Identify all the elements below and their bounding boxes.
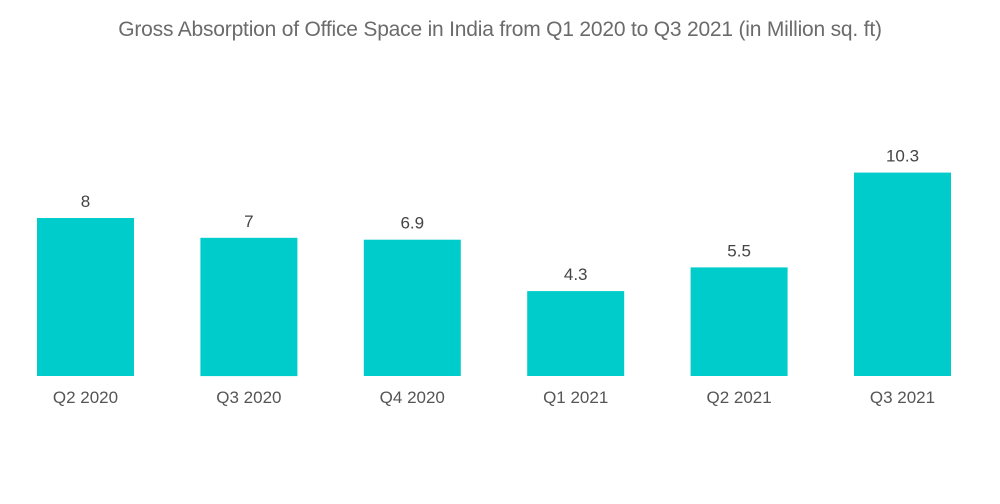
category-label: Q3 2020 bbox=[216, 388, 281, 407]
category-label: Q3 2021 bbox=[870, 388, 935, 407]
bar-q2-2021 bbox=[690, 267, 788, 376]
bar-q4-2020 bbox=[363, 239, 461, 376]
bars-group bbox=[37, 172, 951, 377]
bar-q2-2020 bbox=[37, 218, 134, 376]
chart-title: Gross Absorption of Office Space in Indi… bbox=[118, 18, 882, 41]
category-label: Q2 2020 bbox=[53, 388, 118, 407]
value-label: 10.3 bbox=[886, 147, 919, 166]
value-label: 5.5 bbox=[727, 241, 751, 260]
category-label: Q2 2021 bbox=[706, 388, 771, 407]
bar-q1-2021 bbox=[527, 291, 625, 376]
value-labels-group: 8 7 6.9 4.3 5.5 10.3 bbox=[81, 147, 919, 285]
value-label: 7 bbox=[244, 212, 253, 231]
value-label: 8 bbox=[81, 192, 90, 211]
value-label: 4.3 bbox=[564, 265, 588, 284]
value-label: 6.9 bbox=[400, 214, 424, 233]
bar-q3-2021 bbox=[854, 172, 951, 376]
category-label: Q1 2021 bbox=[543, 388, 608, 407]
category-labels-group: Q2 2020 Q3 2020 Q4 2020 Q1 2021 Q2 2021 Q3 20… bbox=[53, 388, 935, 407]
category-label: Q4 2020 bbox=[380, 388, 445, 407]
bar-q3-2020 bbox=[200, 237, 298, 377]
